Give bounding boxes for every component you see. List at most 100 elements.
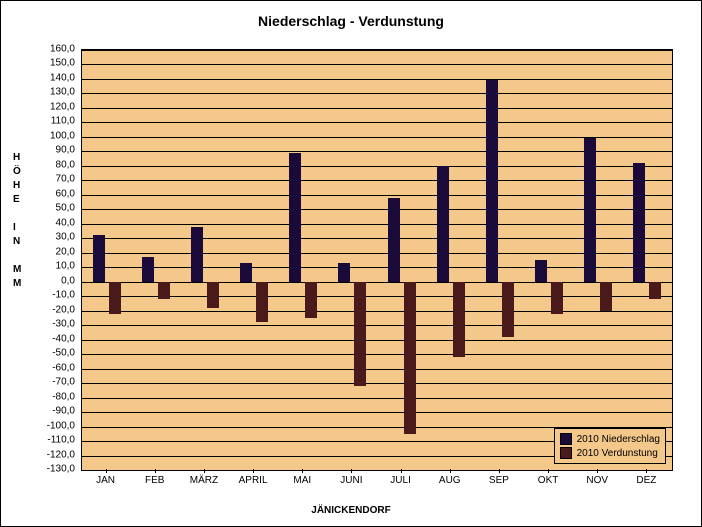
x-tick-label: NOV bbox=[586, 475, 608, 486]
y-tick-label: -20,0 bbox=[35, 304, 75, 315]
x-tick bbox=[499, 469, 500, 473]
bar bbox=[289, 153, 301, 282]
y-tick-label: -30,0 bbox=[35, 319, 75, 330]
legend-swatch-1 bbox=[560, 447, 572, 459]
x-tick bbox=[155, 469, 156, 473]
legend-swatch-0 bbox=[560, 433, 572, 445]
x-tick-label: FEB bbox=[145, 475, 164, 486]
bar bbox=[207, 282, 219, 308]
bar bbox=[649, 282, 661, 299]
grid-line bbox=[82, 470, 672, 471]
y-tick-label: 100,0 bbox=[35, 130, 75, 141]
y-tick-label: -130,0 bbox=[35, 464, 75, 475]
grid-line bbox=[82, 383, 672, 384]
grid-line bbox=[82, 50, 672, 51]
x-tick-label: JAN bbox=[96, 475, 115, 486]
grid-line bbox=[82, 122, 672, 123]
x-tick bbox=[302, 469, 303, 473]
grid-line bbox=[82, 64, 672, 65]
grid-line bbox=[82, 282, 672, 283]
y-tick-label: 130,0 bbox=[35, 87, 75, 98]
y-tick-label: 0,0 bbox=[35, 275, 75, 286]
x-tick-label: JULI bbox=[390, 475, 411, 486]
grid-line bbox=[82, 93, 672, 94]
grid-line bbox=[82, 398, 672, 399]
y-tick-label: -90,0 bbox=[35, 406, 75, 417]
y-tick-label: -80,0 bbox=[35, 391, 75, 402]
plot-area: 2010 Niederschlag 2010 Verdunstung bbox=[81, 49, 673, 471]
x-tick-label: AUG bbox=[439, 475, 461, 486]
bar bbox=[535, 260, 547, 282]
legend-item-1: 2010 Verdunstung bbox=[560, 446, 660, 460]
grid-line bbox=[82, 325, 672, 326]
bar bbox=[158, 282, 170, 299]
grid-line bbox=[82, 412, 672, 413]
y-tick-label: -50,0 bbox=[35, 348, 75, 359]
x-axis-title: JÄNICKENDORF bbox=[1, 505, 701, 516]
grid-line bbox=[82, 354, 672, 355]
y-tick-label: -100,0 bbox=[35, 420, 75, 431]
grid-line bbox=[82, 311, 672, 312]
y-tick-label: -60,0 bbox=[35, 362, 75, 373]
bar bbox=[453, 282, 465, 357]
grid-line bbox=[82, 108, 672, 109]
y-tick-label: -120,0 bbox=[35, 449, 75, 460]
y-tick-label: 160,0 bbox=[35, 44, 75, 55]
x-tick-label: MAI bbox=[293, 475, 311, 486]
bar bbox=[240, 263, 252, 282]
x-tick bbox=[401, 469, 402, 473]
bar bbox=[633, 163, 645, 282]
bar bbox=[338, 263, 350, 282]
bar bbox=[109, 282, 121, 314]
y-tick-label: 30,0 bbox=[35, 232, 75, 243]
grid-line bbox=[82, 369, 672, 370]
y-tick-label: 10,0 bbox=[35, 261, 75, 272]
bar bbox=[404, 282, 416, 434]
y-tick-label: 20,0 bbox=[35, 246, 75, 257]
bar bbox=[437, 166, 449, 282]
legend-item-0: 2010 Niederschlag bbox=[560, 432, 660, 446]
y-tick-label: 120,0 bbox=[35, 101, 75, 112]
x-tick bbox=[597, 469, 598, 473]
bar bbox=[256, 282, 268, 323]
bar bbox=[305, 282, 317, 318]
x-tick bbox=[548, 469, 549, 473]
x-tick bbox=[450, 469, 451, 473]
chart-container: Niederschlag - Verdunstung 2010 Niedersc… bbox=[0, 0, 702, 527]
x-tick-label: MÄRZ bbox=[190, 475, 218, 486]
y-tick-label: 70,0 bbox=[35, 174, 75, 185]
x-tick bbox=[204, 469, 205, 473]
y-tick-label: 140,0 bbox=[35, 72, 75, 83]
y-tick-label: 60,0 bbox=[35, 188, 75, 199]
bar bbox=[142, 257, 154, 282]
grid-line bbox=[82, 296, 672, 297]
bar bbox=[486, 80, 498, 281]
x-tick-label: APRIL bbox=[239, 475, 268, 486]
y-tick-label: -40,0 bbox=[35, 333, 75, 344]
grid-line bbox=[82, 340, 672, 341]
y-tick-label: 50,0 bbox=[35, 203, 75, 214]
y-axis-title: HÖHE IN MM bbox=[13, 151, 21, 291]
x-tick-label: DEZ bbox=[636, 475, 656, 486]
x-tick bbox=[646, 469, 647, 473]
y-tick-label: 40,0 bbox=[35, 217, 75, 228]
y-tick-label: 90,0 bbox=[35, 145, 75, 156]
y-tick-label: -10,0 bbox=[35, 290, 75, 301]
x-tick bbox=[106, 469, 107, 473]
x-tick bbox=[351, 469, 352, 473]
bar bbox=[502, 282, 514, 337]
bar bbox=[388, 198, 400, 282]
y-tick-label: 110,0 bbox=[35, 116, 75, 127]
bar bbox=[93, 235, 105, 281]
y-tick-label: -110,0 bbox=[35, 435, 75, 446]
legend-label-1: 2010 Verdunstung bbox=[577, 448, 658, 459]
y-tick-label: -70,0 bbox=[35, 377, 75, 388]
y-tick-label: 80,0 bbox=[35, 159, 75, 170]
legend-label-0: 2010 Niederschlag bbox=[577, 434, 660, 445]
bar bbox=[354, 282, 366, 386]
x-tick-label: OKT bbox=[538, 475, 559, 486]
x-tick-label: JUNI bbox=[340, 475, 362, 486]
bar bbox=[600, 282, 612, 311]
x-tick bbox=[253, 469, 254, 473]
y-tick-label: 150,0 bbox=[35, 58, 75, 69]
